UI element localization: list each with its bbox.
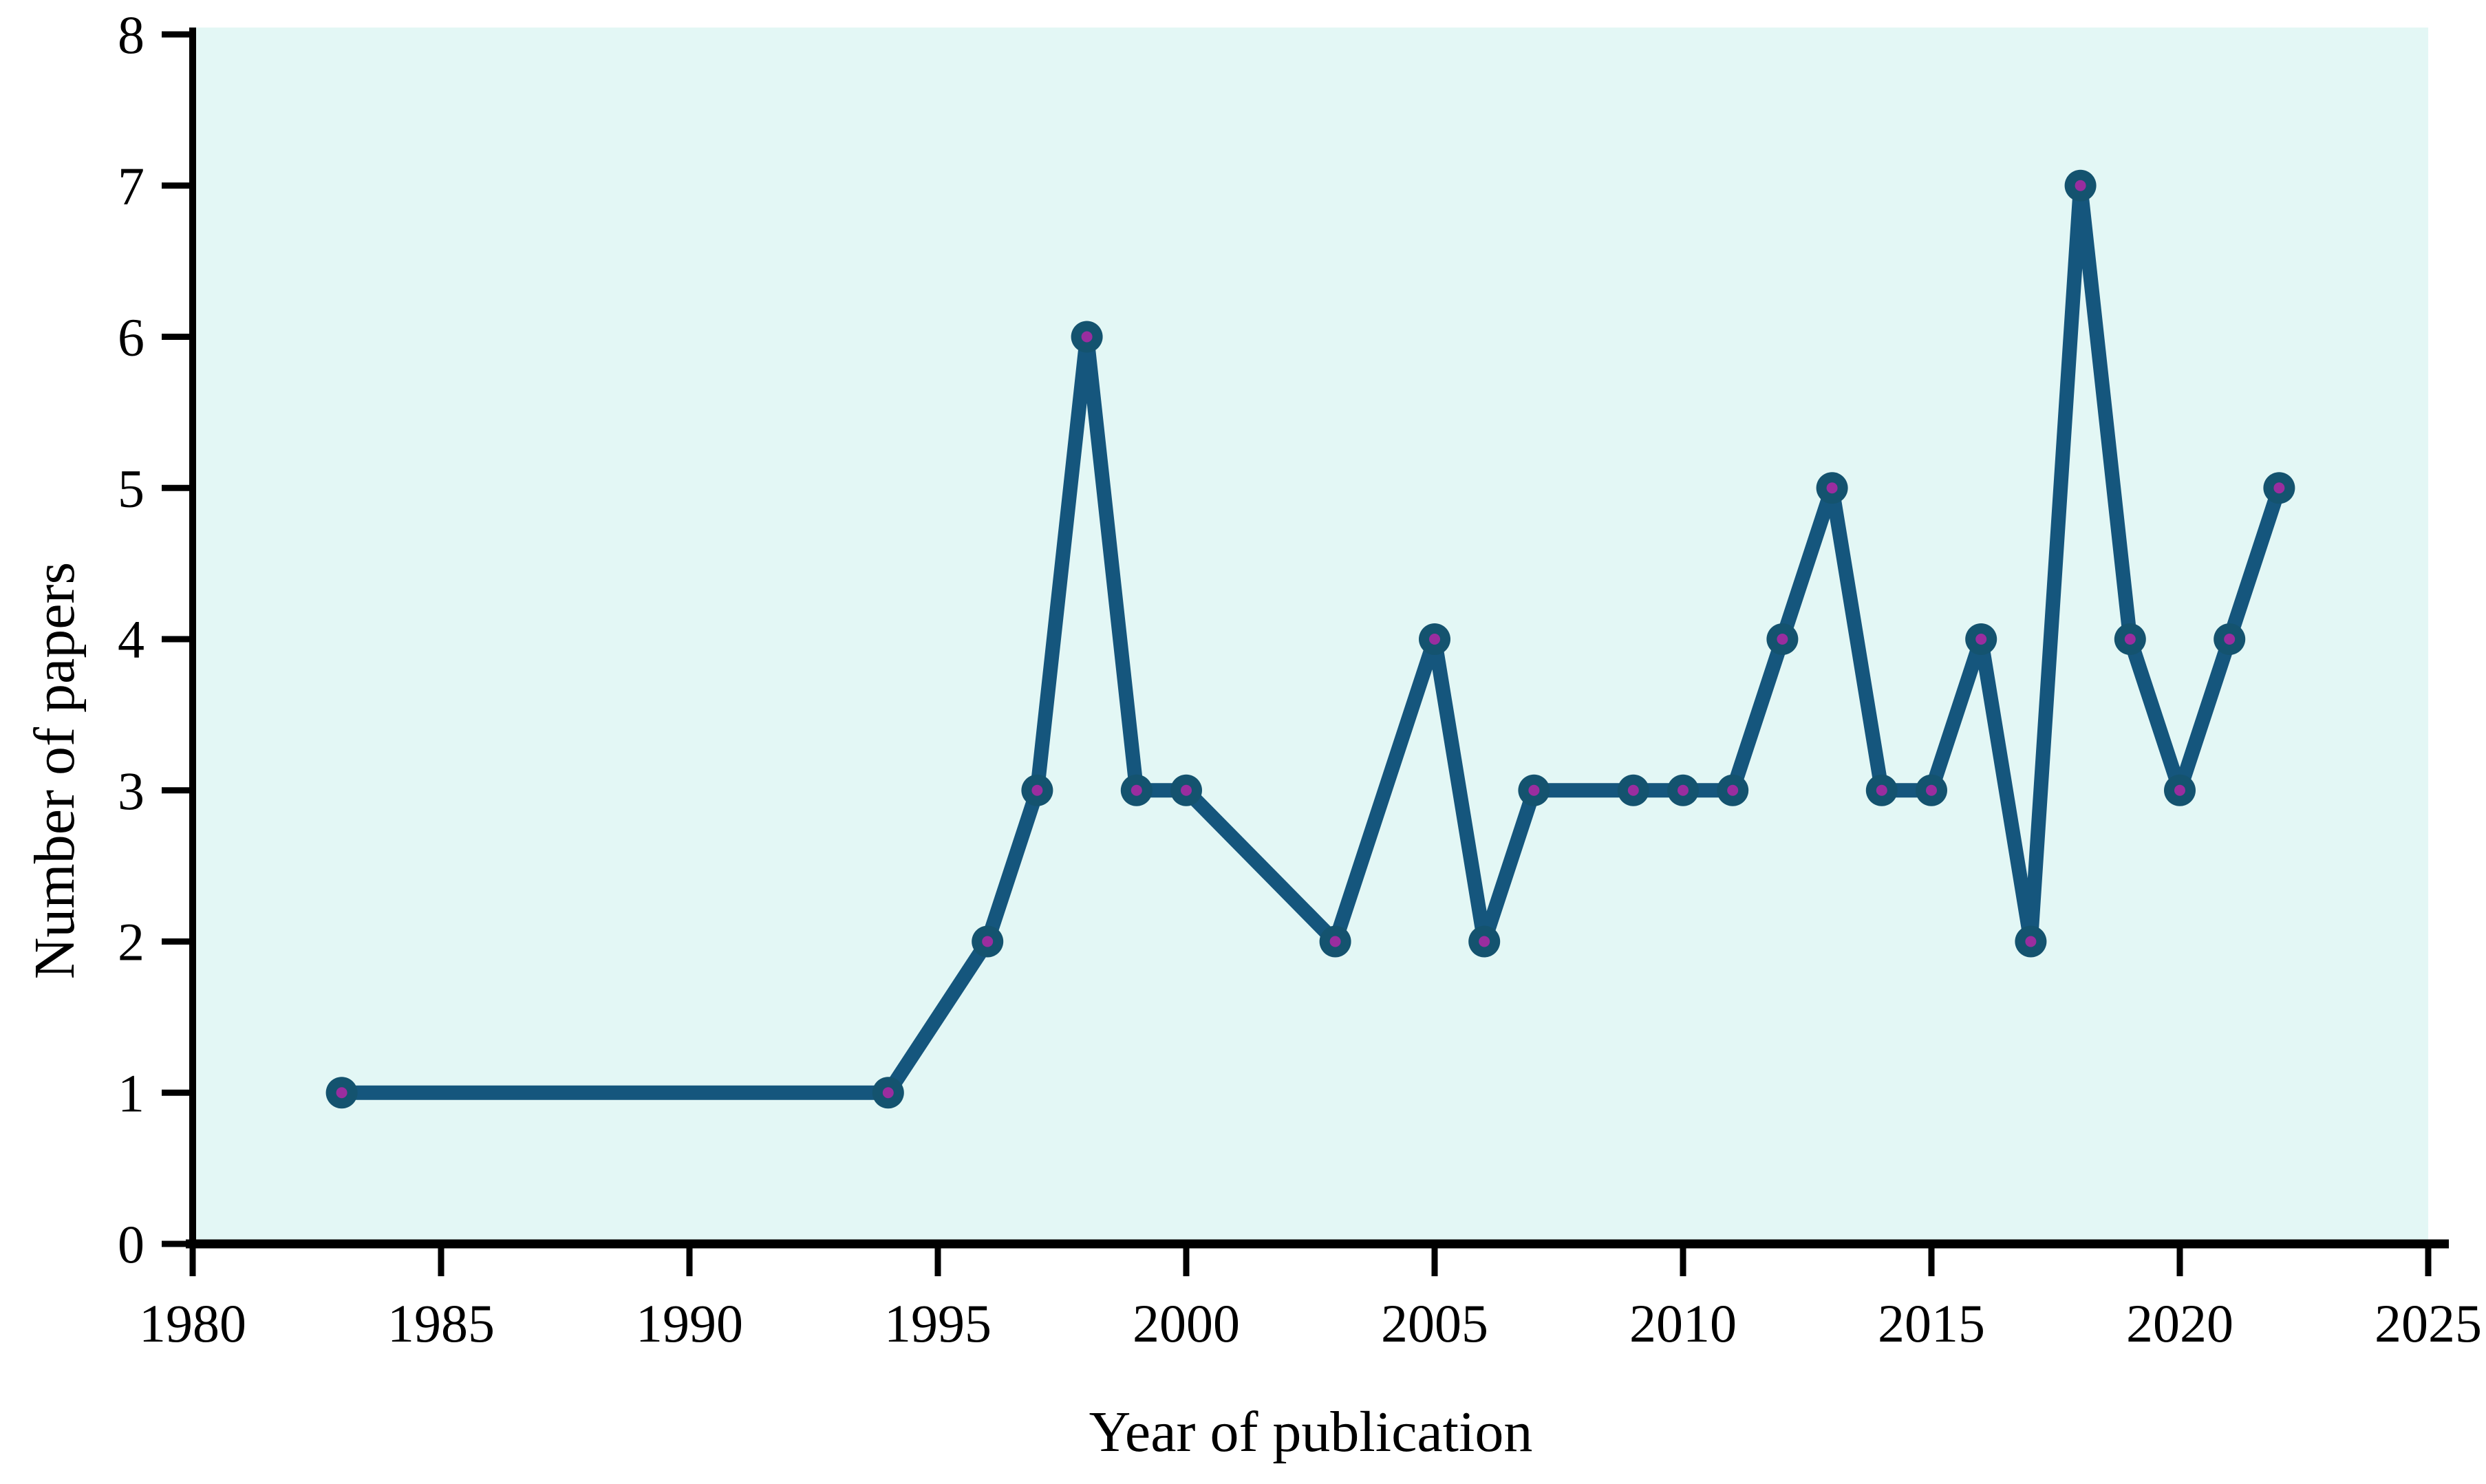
data-point-center	[1727, 784, 1739, 796]
y-tick-label: 1	[118, 1063, 144, 1123]
plot-background	[193, 28, 2428, 1244]
x-axis-title: Year of publication	[1089, 1400, 1533, 1464]
data-point-center	[1876, 784, 1887, 796]
data-point-center	[1826, 482, 1838, 494]
data-point-center	[1131, 784, 1142, 796]
data-point-center	[2025, 936, 2037, 947]
data-point-center	[2174, 784, 2185, 796]
x-tick-label: 2010	[1629, 1293, 1737, 1353]
y-tick-label: 2	[118, 912, 144, 972]
y-axis-title: Number of papers	[23, 561, 87, 980]
data-point-center	[2075, 180, 2086, 191]
data-point-center	[1627, 784, 1639, 796]
y-tick-label: 0	[118, 1214, 144, 1274]
x-tick-label: 2015	[1878, 1293, 1985, 1353]
x-tick-label: 2000	[1133, 1293, 1240, 1353]
x-tick-label: 2020	[2126, 1293, 2233, 1353]
data-point-center	[1031, 784, 1043, 796]
y-tick-label: 3	[118, 761, 144, 821]
y-tick-label: 8	[118, 5, 144, 65]
x-tick-label: 2005	[1381, 1293, 1488, 1353]
y-tick-label: 7	[118, 156, 144, 216]
data-point-center	[2124, 634, 2136, 645]
data-point-center	[1777, 634, 1788, 645]
data-point-center	[1528, 784, 1540, 796]
y-tick-label: 6	[118, 308, 144, 367]
x-tick-label: 1985	[387, 1293, 495, 1353]
data-point-center	[982, 936, 994, 947]
y-tick-label: 5	[118, 458, 144, 518]
data-point-center	[1429, 634, 1440, 645]
data-point-center	[882, 1087, 894, 1099]
data-point-center	[1926, 784, 1937, 796]
data-point-center	[2273, 482, 2285, 494]
data-point-center	[1678, 784, 1689, 796]
x-tick-label: 1980	[139, 1293, 246, 1353]
data-point-center	[1081, 331, 1093, 343]
x-tick-label: 1990	[636, 1293, 743, 1353]
data-point-center	[1181, 784, 1192, 796]
x-tick-label: 1995	[884, 1293, 992, 1353]
data-point-center	[1479, 936, 1490, 947]
data-point-center	[2224, 634, 2236, 645]
data-point-center	[336, 1087, 347, 1099]
data-point-center	[1975, 634, 1987, 645]
y-tick-label: 4	[118, 610, 144, 669]
data-point-center	[1329, 936, 1341, 947]
x-tick-label: 2025	[2375, 1293, 2482, 1353]
